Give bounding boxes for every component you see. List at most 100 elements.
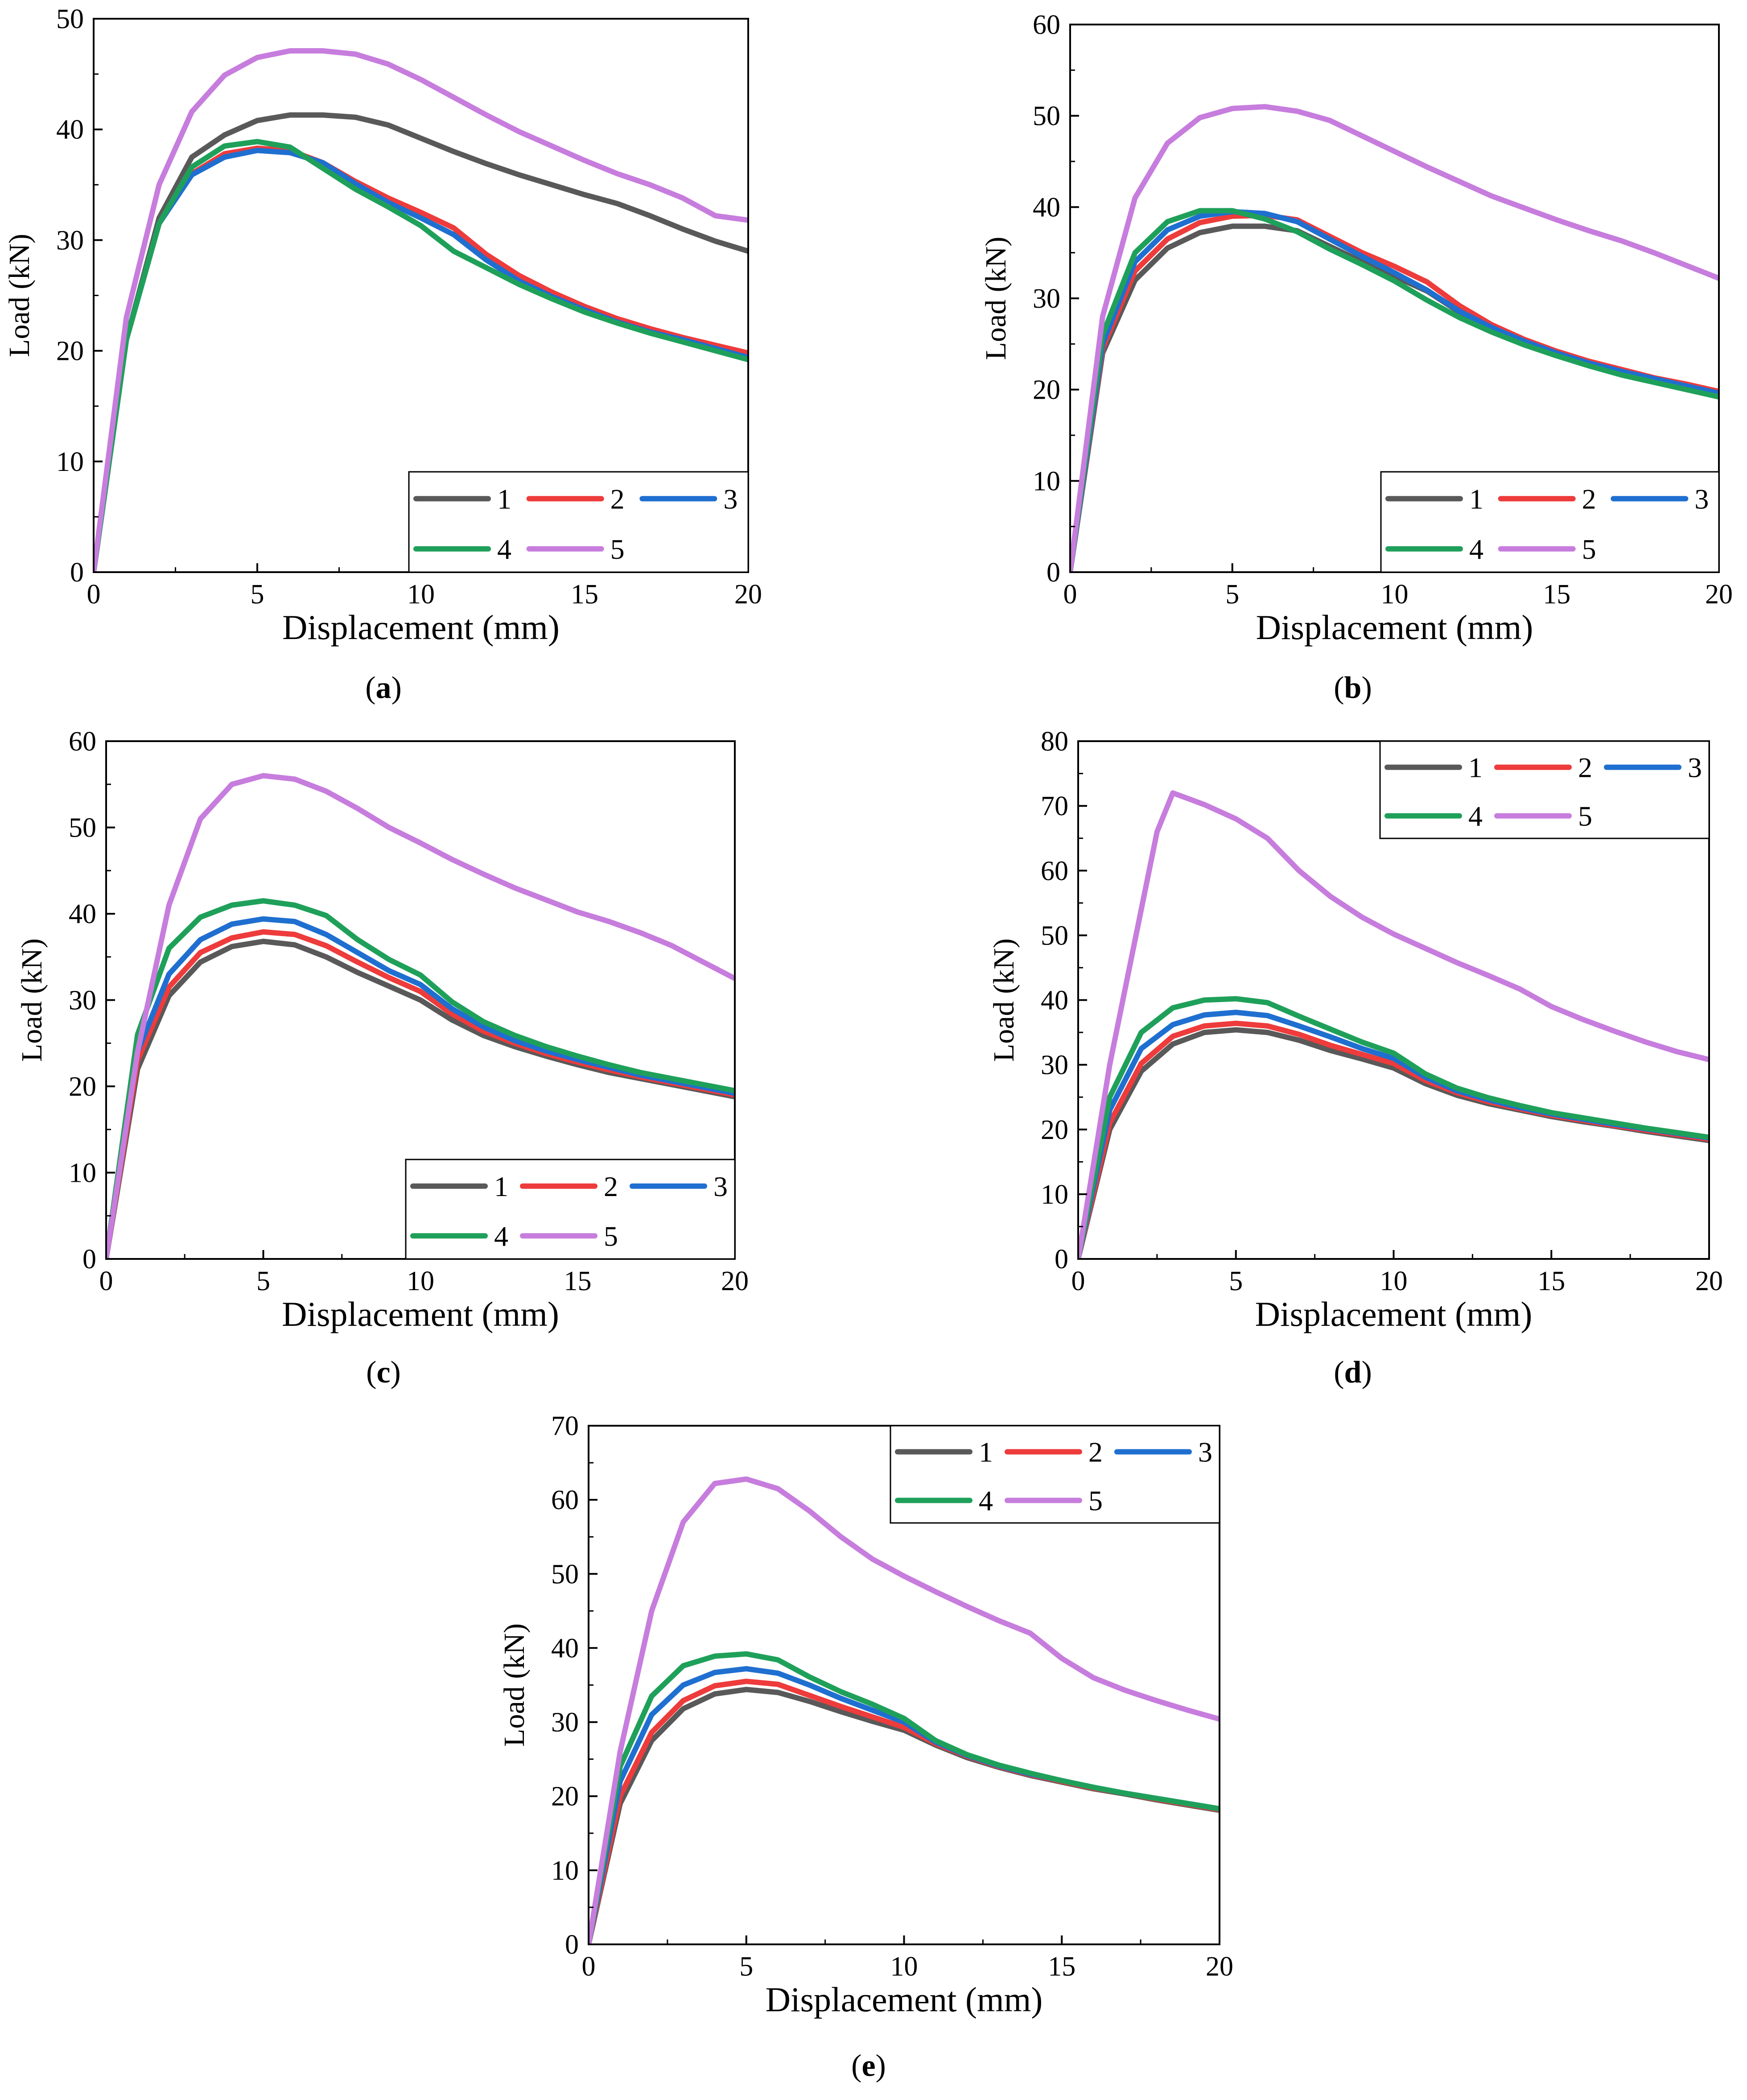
legend-label: 2 xyxy=(604,1171,618,1202)
series-line-4 xyxy=(589,1651,1220,1944)
x-tick-label: 5 xyxy=(739,1951,753,1982)
y-tick-label: 40 xyxy=(69,899,96,929)
legend-item-5: 5 xyxy=(1498,533,1596,565)
x-tick-label: 20 xyxy=(1705,579,1733,610)
y-axis-label: Load (kN) xyxy=(3,234,36,357)
y-tick-label: 10 xyxy=(1033,466,1060,496)
legend-label: 1 xyxy=(979,1436,993,1468)
y-tick-label: 20 xyxy=(69,1072,96,1102)
x-tick-label: 20 xyxy=(1206,1951,1233,1982)
y-tick-label: 0 xyxy=(1055,1244,1068,1275)
y-axis-label: Load (kN) xyxy=(980,237,1012,360)
legend-label: 1 xyxy=(1469,483,1483,515)
series-line-4 xyxy=(1070,208,1719,572)
y-tick-label: 40 xyxy=(551,1633,579,1663)
x-tick-label: 15 xyxy=(1537,1266,1565,1296)
legend-item-2: 2 xyxy=(526,483,625,515)
legend: 1 2 3 4 5 xyxy=(1380,471,1720,573)
x-axis-label: Displacement (mm) xyxy=(1255,1295,1533,1333)
y-tick-label: 50 xyxy=(1033,101,1060,132)
x-tick-label: 0 xyxy=(99,1266,113,1296)
y-tick-label: 40 xyxy=(56,115,84,145)
x-tick-label: 5 xyxy=(1229,1266,1243,1296)
y-tick-label: 20 xyxy=(56,336,84,367)
y-tick-label: 30 xyxy=(1033,284,1060,314)
y-tick-label: 20 xyxy=(551,1782,579,1812)
legend-box xyxy=(1380,471,1720,573)
x-tick-label: 10 xyxy=(1380,1266,1408,1296)
x-tick-label: 15 xyxy=(1543,579,1570,610)
series-line-5 xyxy=(94,48,748,572)
x-axis-label: Displacement (mm) xyxy=(282,1295,559,1333)
x-tick-label: 0 xyxy=(1071,1266,1085,1296)
legend-label: 1 xyxy=(1468,752,1483,784)
x-tick-label: 10 xyxy=(407,579,435,610)
y-tick-label: 40 xyxy=(1033,192,1060,223)
y-tick-label: 10 xyxy=(551,1856,579,1886)
x-axis-label: Displacement (mm) xyxy=(766,1980,1043,2019)
y-tick-label: 70 xyxy=(551,1411,579,1441)
x-tick-label: 5 xyxy=(251,579,264,610)
x-tick-label: 0 xyxy=(582,1951,596,1982)
series-line-5 xyxy=(1078,790,1709,1259)
series-group xyxy=(94,48,748,572)
legend-label: 3 xyxy=(1694,483,1709,515)
x-tick-label: 10 xyxy=(890,1951,918,1982)
legend-label: 4 xyxy=(1468,800,1483,832)
panel-caption: (a) xyxy=(365,671,402,705)
series-group xyxy=(1078,790,1709,1259)
y-tick-label: 10 xyxy=(1041,1180,1068,1210)
legend-item-2: 2 xyxy=(1494,752,1592,784)
legend-item-4: 4 xyxy=(413,533,511,565)
legend-item-3: 3 xyxy=(639,483,738,515)
legend-label: 5 xyxy=(604,1220,618,1252)
legend-item-1: 1 xyxy=(1385,483,1483,515)
x-tick-label: 0 xyxy=(1063,579,1077,610)
series-line-5 xyxy=(106,773,735,1259)
legend-item-3: 3 xyxy=(630,1171,728,1202)
x-tick-label: 5 xyxy=(256,1266,270,1296)
y-tick-label: 20 xyxy=(1041,1115,1068,1145)
x-axis-label: Displacement (mm) xyxy=(282,608,560,647)
y-tick-label: 60 xyxy=(1033,10,1060,40)
legend-item-4: 4 xyxy=(895,1485,993,1517)
series-line-4 xyxy=(106,898,735,1259)
legend-box xyxy=(405,1159,736,1260)
legend-item-5: 5 xyxy=(1005,1485,1103,1517)
legend-label: 3 xyxy=(713,1171,728,1202)
legend-label: 3 xyxy=(1198,1436,1212,1468)
y-tick-label: 50 xyxy=(56,4,84,34)
panel-caption: (e) xyxy=(851,2049,886,2083)
y-tick-label: 30 xyxy=(69,986,96,1016)
legend-label: 5 xyxy=(610,533,625,565)
legend-label: 3 xyxy=(1688,752,1702,784)
legend-item-2: 2 xyxy=(1498,483,1596,515)
y-tick-label: 30 xyxy=(551,1708,579,1738)
series-line-3 xyxy=(1070,209,1719,572)
legend-label: 5 xyxy=(1088,1485,1103,1517)
legend-item-3: 3 xyxy=(1114,1436,1212,1468)
y-tick-label: 10 xyxy=(69,1158,96,1188)
y-tick-label: 50 xyxy=(69,813,96,843)
legend-label: 2 xyxy=(1578,752,1592,784)
legend-item-4: 4 xyxy=(410,1220,508,1252)
legend-label: 5 xyxy=(1578,800,1592,832)
y-axis-label: Load (kN) xyxy=(988,938,1020,1062)
panel-caption: (c) xyxy=(366,1355,401,1390)
legend: 1 2 3 4 5 xyxy=(405,1159,736,1260)
legend-label: 4 xyxy=(1469,533,1483,565)
series-group xyxy=(589,1476,1220,1944)
legend-label: 1 xyxy=(494,1171,508,1202)
panel-caption: (b) xyxy=(1334,671,1372,705)
y-tick-label: 60 xyxy=(551,1485,579,1515)
legend-box xyxy=(1379,740,1710,839)
legend-item-1: 1 xyxy=(895,1436,993,1468)
legend-label: 5 xyxy=(1582,533,1596,565)
y-tick-label: 0 xyxy=(1047,557,1060,588)
panel-caption: (d) xyxy=(1334,1355,1372,1390)
